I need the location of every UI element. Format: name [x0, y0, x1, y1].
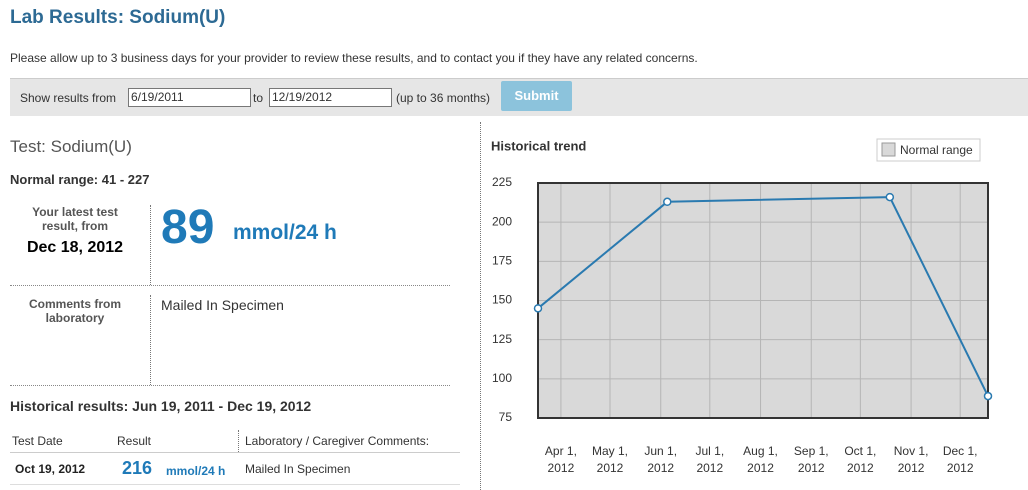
data-point: [983, 391, 993, 401]
plot-frame: [537, 182, 989, 419]
column-header: Laboratory / Caregiver Comments:: [245, 434, 430, 448]
column-header: Result: [117, 434, 152, 448]
x-tick-label: Oct 1, 2012: [844, 444, 877, 475]
comments-label: Comments from laboratory: [28, 297, 121, 325]
submit-button[interactable]: Submit: [501, 81, 572, 111]
to-label: to: [253, 91, 264, 105]
y-tick-label: 125: [492, 332, 512, 346]
separator: [10, 452, 460, 453]
y-tick-label: 150: [492, 293, 512, 307]
x-tick-label: Sep 1, 2012: [793, 444, 829, 475]
range-note: (up to 36 months): [396, 91, 491, 105]
y-tick-label: 175: [492, 254, 512, 268]
chart: Historical trend 75 100 125 150 175 200 225 Nor…: [491, 138, 993, 424]
y-tick-label: 100: [492, 371, 512, 385]
x-tick-label: Jun 1, 2012: [644, 444, 678, 475]
x-tick-label: Aug 1, 2012: [743, 444, 778, 475]
notice: Please allow up to 3 business days for y…: [10, 51, 698, 65]
separator: [150, 295, 151, 385]
separator: [10, 484, 460, 485]
data-point: [533, 304, 543, 313]
x-tick-label: Nov 1, 2012: [893, 444, 929, 475]
page-title: Lab Results: Sodium(U): [10, 7, 226, 28]
x-tick-label: Dec 1, 2012: [942, 444, 978, 475]
x-tick-label: May 1, 2012: [591, 444, 628, 475]
data-point: [663, 197, 672, 207]
from-label: Show results from: [20, 91, 117, 105]
latest-unit: mmol/24 h: [233, 221, 337, 244]
legend: Normal range: [876, 138, 981, 162]
column-header: Test Date: [12, 434, 63, 448]
test-name: Test: Sodium(U): [10, 137, 132, 156]
chart-title: Historical trend: [491, 138, 586, 153]
y-tick-label: 200: [492, 214, 512, 228]
row-value: 216: [122, 458, 153, 478]
filter-bar: Show results from 6/19/2011 to 12/19/201…: [10, 78, 1028, 116]
row-comment: Mailed In Specimen: [245, 462, 351, 476]
chart-area: Historical trend 75 100 125 150 175 200 225 Nor…: [480, 120, 1028, 490]
legend-label: Normal range: [900, 143, 973, 157]
normal-range: Normal range: 41 - 227: [10, 172, 150, 187]
history-title: Historical results: Jun 19, 2011 - Dec 1…: [10, 398, 312, 414]
data-point: [885, 192, 895, 202]
legend-swatch: [881, 142, 896, 157]
latest-value: 89: [161, 201, 215, 254]
row-unit: mmol/24 h: [166, 464, 226, 478]
divider: [480, 122, 481, 490]
row-date: Oct 19, 2012: [15, 462, 86, 476]
separator: [150, 205, 151, 285]
comments: Mailed In Specimen: [161, 297, 284, 313]
y-tick-label: 75: [499, 410, 513, 424]
trend-line: [537, 196, 989, 397]
x-tick-label: Jul 1, 2012: [695, 444, 725, 475]
to-input[interactable]: 12/19/2012: [269, 88, 392, 107]
separator: [10, 385, 450, 386]
latest-date: Dec 18, 2012: [26, 239, 124, 256]
x-tick-label: Apr 1, 2012: [544, 444, 577, 475]
from-input[interactable]: 6/19/2011: [128, 88, 251, 107]
legend-box: [876, 138, 981, 162]
separator: [10, 285, 450, 286]
latest-label: Your latest test result, from: [32, 205, 118, 233]
y-tick-label: 225: [492, 175, 512, 189]
separator: [238, 430, 239, 452]
